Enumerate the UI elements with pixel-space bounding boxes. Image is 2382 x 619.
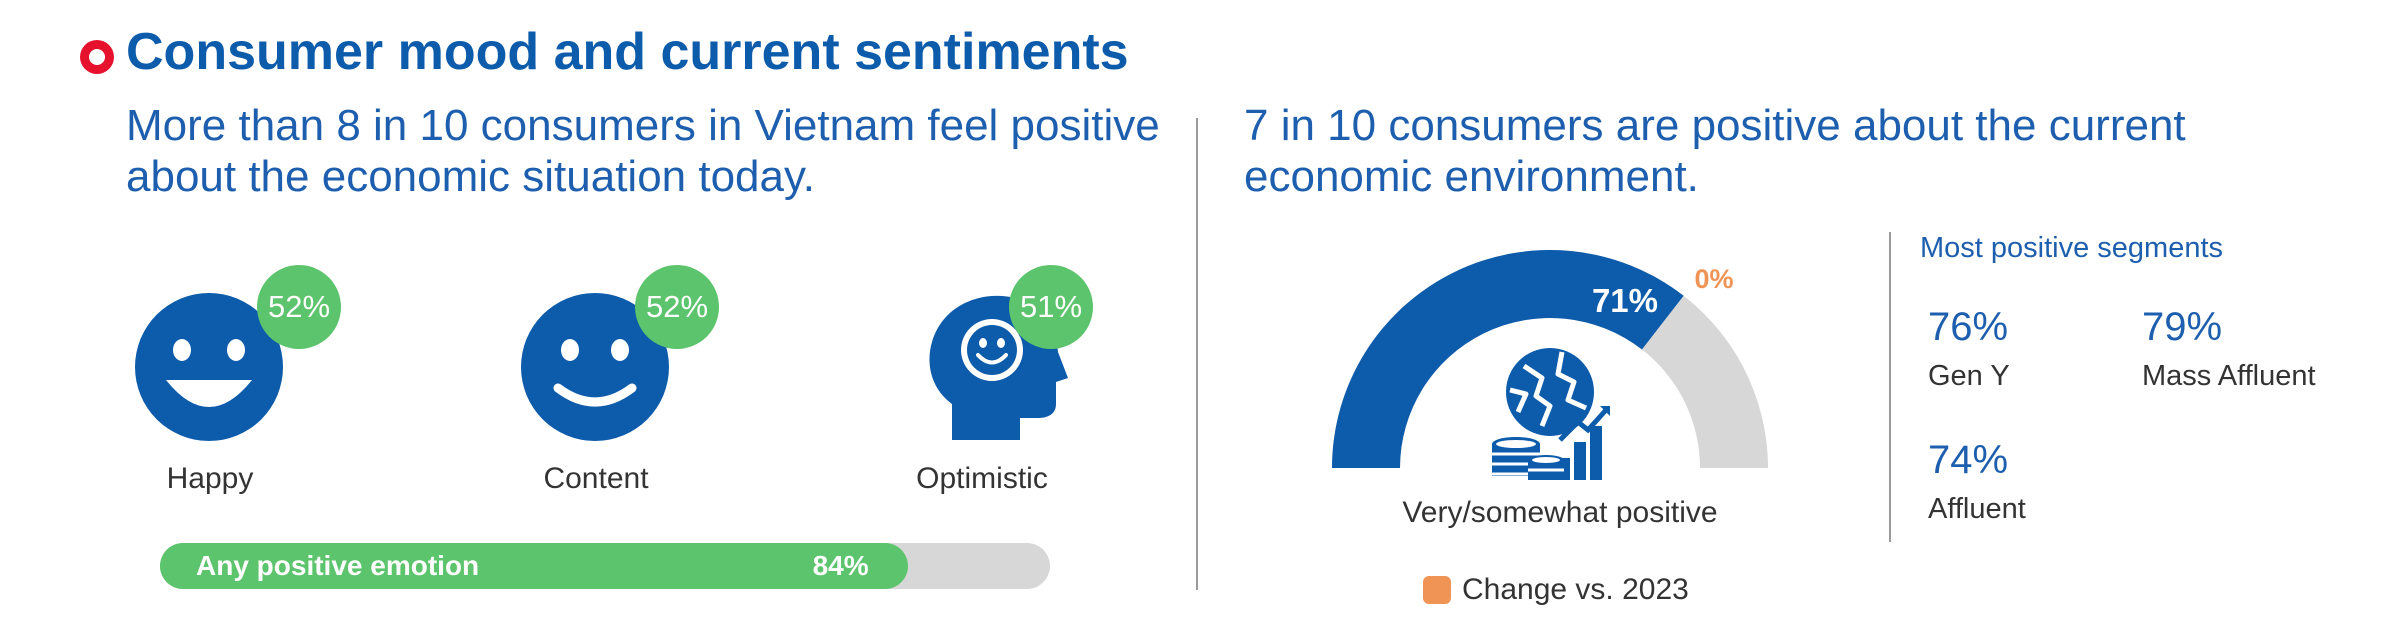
right-headline: 7 in 10 consumers are positive about the… [1244, 101, 2186, 201]
segment-label-affluent: Affluent [1928, 493, 2026, 525]
emotion-value-optimistic: 51% [1009, 265, 1093, 349]
smiley-face-icon [135, 293, 283, 441]
gauge-caption: Very/somewhat positive [1402, 496, 1718, 529]
segment-value-mass-affluent: 79% [2142, 305, 2223, 349]
section-divider [1196, 118, 1198, 590]
change-legend-swatch [1423, 576, 1451, 604]
positive-emotion-value: 84% [812, 550, 869, 581]
emotion-label-happy: Happy [166, 462, 254, 495]
segment-value-affluent: 74% [1928, 438, 2009, 482]
sentiment-gauge: 71% 0% [1332, 250, 1768, 480]
gauge-value-label: 71% [1592, 282, 1658, 319]
gauge-value-arc [1332, 250, 1684, 468]
emotion-item-content [520, 292, 670, 447]
change-legend-label: Change vs. 2023 [1462, 573, 1689, 606]
gauge-change-label: 0% [1694, 264, 1733, 294]
positive-emotion-bar-fill [160, 543, 908, 589]
emotion-value-happy: 52% [257, 265, 341, 349]
segment-label-mass-affluent: Mass Affluent [2142, 360, 2316, 392]
title-bullet-icon [80, 40, 114, 74]
emotion-label-content: Content [543, 462, 649, 495]
positive-emotion-bar: Any positive emotion 84% [160, 543, 1050, 589]
left-headline: More than 8 in 10 consumers in Vietnam f… [126, 101, 1160, 201]
segment-label-gen-y: Gen Y [1928, 360, 2010, 392]
page-title: Consumer mood and current sentiments [126, 23, 1129, 81]
positive-emotion-label: Any positive emotion [196, 550, 480, 581]
globe-growth-icon [1492, 348, 1610, 480]
segments-title: Most positive segments [1920, 232, 2224, 264]
emotion-item-happy [134, 292, 284, 447]
emotion-value-content: 52% [635, 265, 719, 349]
segments-divider [1889, 232, 1891, 542]
segment-value-gen-y: 76% [1928, 305, 2009, 349]
smile-face-icon [521, 293, 669, 441]
emotion-label-optimistic: Optimistic [916, 462, 1048, 495]
